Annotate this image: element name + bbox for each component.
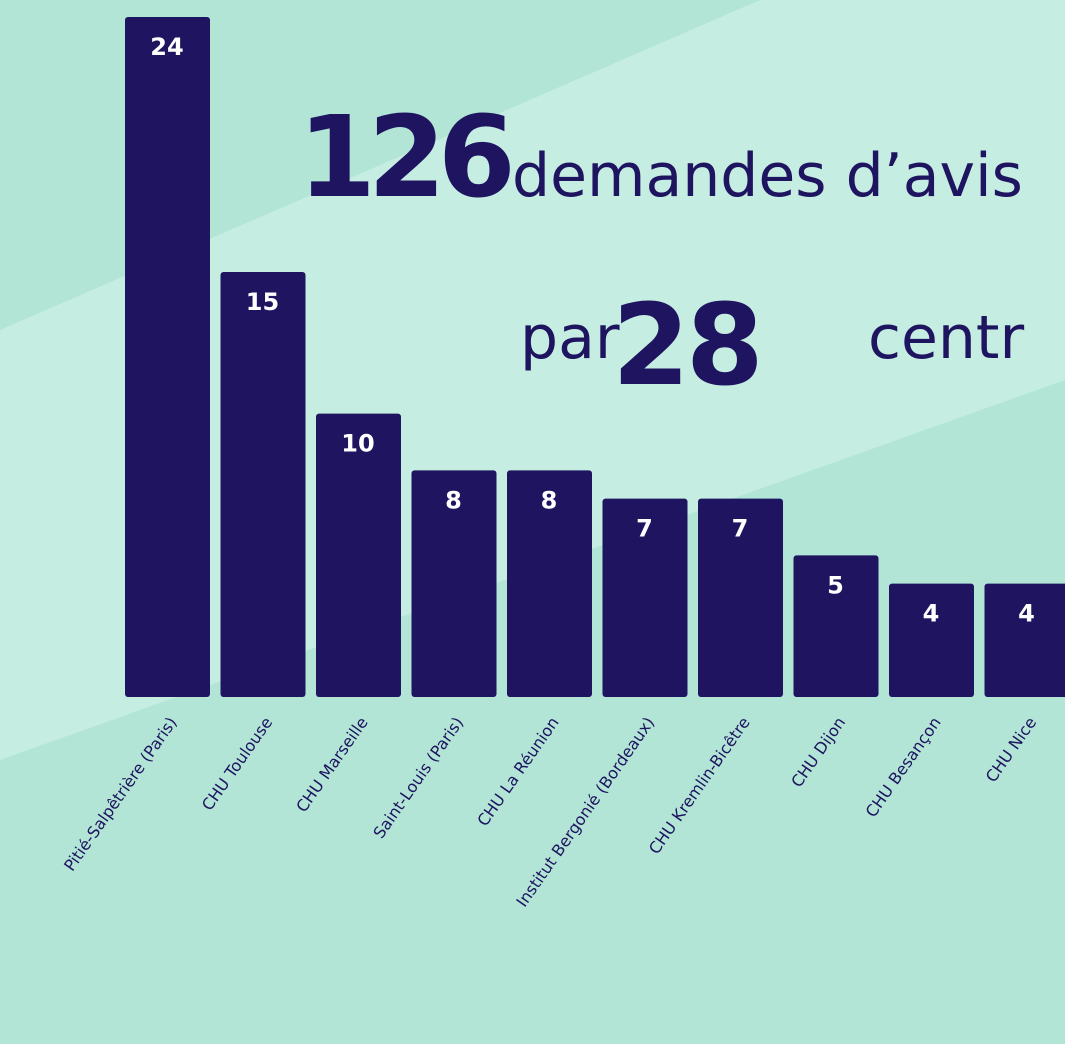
value-label: 15	[246, 288, 279, 316]
headline-suffix: centr	[868, 303, 1024, 373]
headline-prefix: par	[520, 303, 620, 373]
bar	[125, 17, 210, 697]
value-label: 8	[445, 486, 462, 514]
value-label: 7	[732, 515, 749, 543]
bar	[698, 498, 783, 697]
bar	[411, 470, 497, 697]
bar	[507, 470, 592, 697]
value-label: 4	[923, 600, 940, 628]
headline-centers: 28	[612, 281, 760, 411]
headline-text: demandes d’avis	[512, 141, 1023, 211]
bar	[220, 272, 306, 697]
value-label: 8	[541, 486, 558, 514]
headline-count: 126	[298, 93, 510, 223]
bar	[793, 555, 879, 697]
value-label: 7	[636, 515, 653, 543]
value-label: 24	[150, 33, 183, 61]
value-label: 10	[341, 430, 374, 458]
bar	[602, 498, 688, 697]
bar	[984, 583, 1065, 697]
value-label: 5	[827, 571, 844, 599]
bar	[889, 583, 974, 697]
bar	[316, 413, 401, 697]
value-label: 4	[1018, 600, 1035, 628]
